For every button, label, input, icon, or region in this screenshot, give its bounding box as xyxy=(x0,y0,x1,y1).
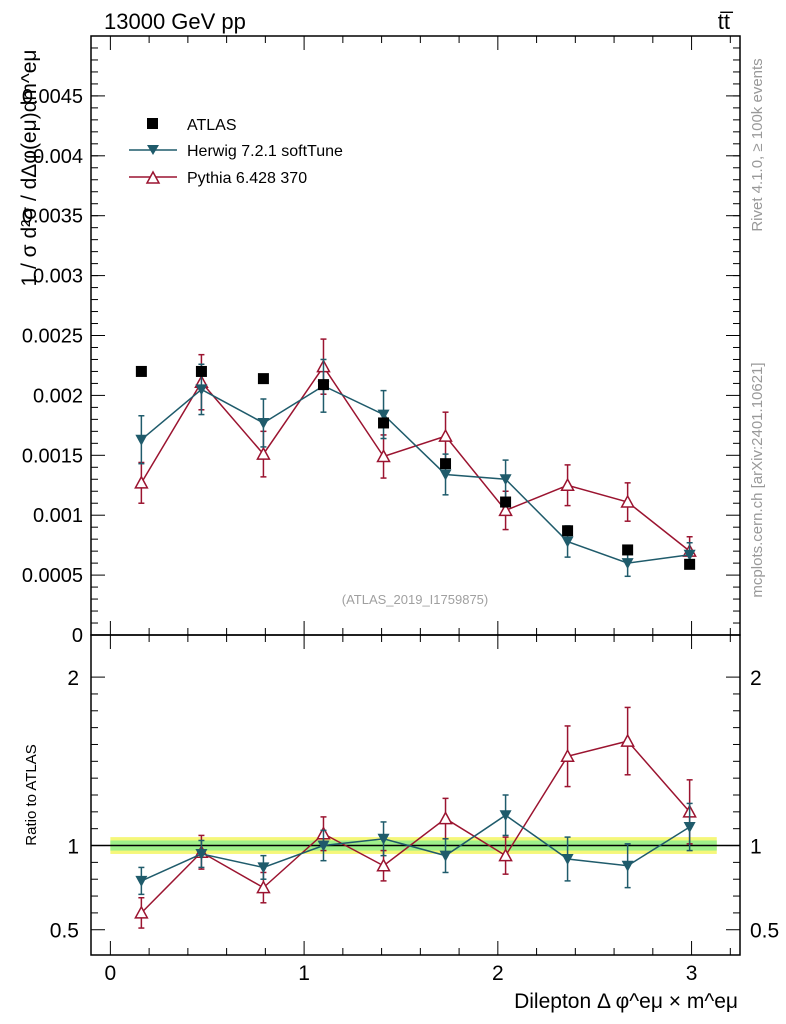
ratio-pythia-point xyxy=(438,811,453,825)
main-pythia-point xyxy=(256,446,271,460)
main-ytick-label: 0.0025 xyxy=(22,326,83,348)
main-atlas-point xyxy=(500,496,512,508)
main-atlas-point xyxy=(317,379,329,391)
mcplots-label: mcplots.cern.ch [arXiv:2401.10621] xyxy=(749,362,766,597)
ratio-ytick-label-right: 1 xyxy=(750,836,762,859)
ratio-pythia-point xyxy=(256,880,271,894)
legend-atlas-label: ATLAS xyxy=(187,117,237,134)
legend-pythia-label: Pythia 6.428 370 xyxy=(187,170,307,187)
main-atlas-point xyxy=(622,544,634,556)
main-pythia-point xyxy=(134,475,149,489)
main-ytick-label: 0.001 xyxy=(33,505,83,527)
main-pythia-point xyxy=(620,494,635,508)
main-ytick-label: 0.002 xyxy=(33,385,83,407)
x-axis-label: Dilepton Δ φ^eμ × m^eμ xyxy=(514,990,738,1013)
main-atlas-point xyxy=(440,458,452,470)
main-atlas-point xyxy=(684,558,696,570)
ratio-ytick-label: 1 xyxy=(67,836,79,859)
main-atlas-point xyxy=(257,373,269,385)
main-ytick-label: 0 xyxy=(72,625,83,647)
ratio-ytick-label: 0.5 xyxy=(50,920,79,943)
main-herwig-point xyxy=(683,549,696,561)
main-ytick-label: 0.004 xyxy=(33,146,83,168)
ratio-xtick-label: 2 xyxy=(492,962,504,985)
ratio-ytick-label-right: 2 xyxy=(750,667,762,690)
main-herwig-point xyxy=(499,474,512,486)
main-atlas-point xyxy=(195,365,207,377)
ratio-herwig-point xyxy=(195,848,208,860)
ratio-pythia-point xyxy=(376,858,391,872)
main-pythia-line xyxy=(140,365,691,552)
ratio-xtick-label: 3 xyxy=(686,962,698,985)
main-atlas-point xyxy=(562,525,574,537)
ratio-xtick-label: 0 xyxy=(105,962,117,985)
main-herwig-point xyxy=(377,409,390,421)
ratio-herwig-point xyxy=(257,862,270,874)
main-atlas-point xyxy=(378,417,390,429)
ratio-herwig-point xyxy=(317,840,330,852)
analysis-id: (ATLAS_2019_I1759875) xyxy=(342,592,488,607)
ratio-panel: 0.5 0.5 1 1 2 2 0 1 2 3 xyxy=(50,634,779,985)
main-herwig-line xyxy=(140,384,690,564)
ratio-herwig-line xyxy=(141,814,691,882)
legend-herwig-marker xyxy=(147,145,159,155)
main-herwig-point xyxy=(561,536,574,548)
main-pythia-point xyxy=(560,477,575,491)
main-pythia-point xyxy=(376,448,391,463)
main-herwig-point xyxy=(621,558,634,570)
ratio-y-axis-label: Ratio to ATLAS xyxy=(23,744,40,845)
header-process: 13000 GeV pp xyxy=(104,9,246,34)
main-pythia-point xyxy=(438,428,453,442)
legend: ATLAS Herwig 7.2.1 softTune Pythia 6.428… xyxy=(129,117,343,187)
legend-herwig-label: Herwig 7.2.1 softTune xyxy=(187,143,343,160)
main-ytick-label: 0.0045 xyxy=(22,86,83,108)
ratio-xtick-label: 1 xyxy=(298,962,310,985)
main-ytick-label: 0.0005 xyxy=(22,565,83,587)
ratio-herwig-point xyxy=(377,833,390,845)
ratio-pythia-point xyxy=(498,848,513,862)
ratio-frame xyxy=(90,634,741,956)
ratio-herwig-point xyxy=(683,822,696,833)
ratio-pythia-point xyxy=(134,905,149,919)
main-pythia-point xyxy=(498,502,513,517)
main-ytick-label: 0.0035 xyxy=(22,206,83,228)
main-atlas-point xyxy=(135,365,147,377)
legend-pythia-marker xyxy=(145,170,161,184)
header-final-state: tt̅ xyxy=(718,9,734,34)
main-herwig-point xyxy=(439,469,452,481)
ratio-herwig-point xyxy=(561,854,574,865)
ratio-pythia-point xyxy=(620,733,635,747)
rivet-label: Rivet 4.1.0, ≥ 100k events xyxy=(749,58,766,231)
ratio-herwig-point xyxy=(439,850,452,862)
main-ytick-label: 0.0015 xyxy=(22,445,83,467)
main-herwig-point xyxy=(195,384,208,396)
main-y-axis-label: 1 / σ d²σ / dΔφ(eμ)dm^eμ xyxy=(18,49,41,286)
ratio-herwig-point xyxy=(499,810,512,822)
main-panel: 0 0.0005 0.001 0.0015 0.002 0.0025 0.003 0.0035… xyxy=(22,35,741,647)
ratio-pythia-point xyxy=(560,748,575,763)
main-ytick-label: 0.003 xyxy=(33,266,83,288)
ratio-herwig-point xyxy=(135,875,148,887)
main-herwig-point xyxy=(135,434,148,446)
legend-atlas-marker xyxy=(147,118,158,129)
main-herwig-point xyxy=(257,417,270,429)
ratio-pythia-line xyxy=(140,740,691,914)
ratio-herwig-point xyxy=(621,860,634,872)
ratio-ytick-label-right: 0.5 xyxy=(750,920,779,943)
ratio-ytick-label: 2 xyxy=(67,667,79,690)
